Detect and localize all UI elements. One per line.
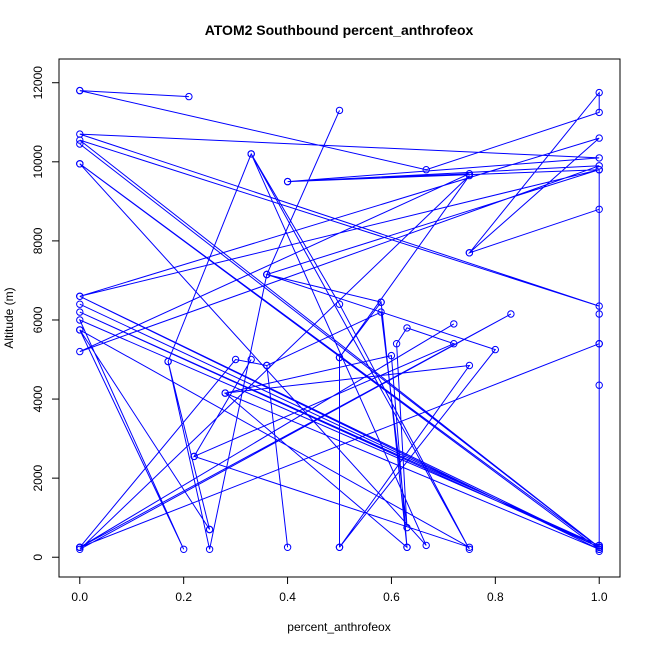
data-point [247, 150, 255, 158]
data-point [205, 525, 214, 534]
data-point [185, 92, 193, 101]
y-tick-label: 12000 [31, 66, 45, 100]
plot-area-border [58, 58, 621, 578]
data-point [595, 541, 603, 550]
data-point [190, 452, 198, 461]
data-point [283, 543, 292, 551]
x-tick-label: 0.8 [487, 590, 504, 604]
x-tick-label: 0.6 [383, 590, 400, 604]
data-point [205, 545, 214, 553]
data-point [263, 270, 271, 279]
data-point [595, 166, 603, 174]
x-axis: 0.0 0.2 0.4 0.6 0.8 1.0 [71, 577, 608, 604]
data-point [335, 300, 344, 308]
data-point [595, 134, 603, 142]
data-point [76, 140, 84, 148]
data-point [247, 355, 255, 364]
data-point [595, 162, 603, 170]
data-point [595, 381, 603, 389]
data-point [465, 170, 474, 178]
data-point [335, 106, 344, 115]
data-point [422, 166, 430, 174]
x-tick-label: 1.0 [591, 590, 608, 604]
data-point [595, 302, 603, 310]
data-point [465, 171, 474, 180]
data-point [76, 292, 84, 300]
data-point [595, 547, 603, 555]
data-point [392, 340, 401, 348]
x-tick-label: 0.2 [175, 590, 192, 604]
data-point [595, 543, 603, 551]
data-point [377, 308, 385, 316]
series-points [76, 86, 603, 555]
data-point [335, 353, 344, 362]
data-point [76, 136, 84, 144]
data-point [76, 543, 84, 551]
x-tick-label: 0.0 [71, 590, 88, 604]
data-point [422, 541, 430, 550]
y-tick-label: 6000 [31, 306, 45, 333]
data-point [387, 351, 396, 360]
data-point [335, 543, 344, 551]
data-point [595, 205, 603, 214]
data-point [465, 249, 474, 257]
chart-title: ATOM2 Southbound percent_anthrofeox [205, 22, 474, 38]
data-point [180, 545, 188, 553]
y-tick-label: 4000 [31, 385, 45, 412]
data-point [76, 545, 84, 553]
data-point [507, 310, 515, 318]
y-axis-label: Altitude (m) [2, 287, 16, 348]
data-point [465, 361, 474, 370]
data-point [450, 340, 458, 348]
y-tick-label: 8000 [31, 227, 45, 254]
data-point [595, 154, 603, 162]
data-point [76, 86, 84, 95]
data-point [595, 340, 603, 348]
y-tick-label: 2000 [31, 464, 45, 491]
data-point [403, 324, 411, 332]
y-tick-label: 0 [31, 554, 45, 561]
data-point [595, 108, 603, 117]
data-point [76, 316, 84, 324]
series-lines [78, 90, 600, 552]
data-point [465, 543, 474, 551]
data-point [595, 88, 603, 97]
data-point [491, 345, 499, 354]
data-point [76, 160, 84, 168]
data-point [76, 308, 84, 316]
data-point [403, 543, 411, 551]
x-tick-label: 0.4 [279, 590, 296, 604]
data-point [450, 320, 458, 328]
data-point [164, 357, 172, 366]
series-line [78, 90, 600, 552]
x-axis-label: percent_anthrofeox [287, 620, 390, 634]
data-point [263, 361, 271, 370]
y-tick-label: 10000 [31, 145, 45, 179]
data-point [465, 545, 474, 553]
y-axis: 0 2000 4000 6000 8000 10000 12000 [31, 66, 59, 561]
data-point [221, 389, 229, 397]
data-point [595, 310, 603, 318]
data-point [76, 300, 84, 308]
data-point [231, 355, 240, 364]
data-point [76, 326, 84, 334]
data-point [377, 298, 385, 306]
data-point [76, 347, 84, 356]
data-point [283, 177, 292, 186]
data-point [403, 523, 411, 532]
data-point [595, 545, 603, 553]
